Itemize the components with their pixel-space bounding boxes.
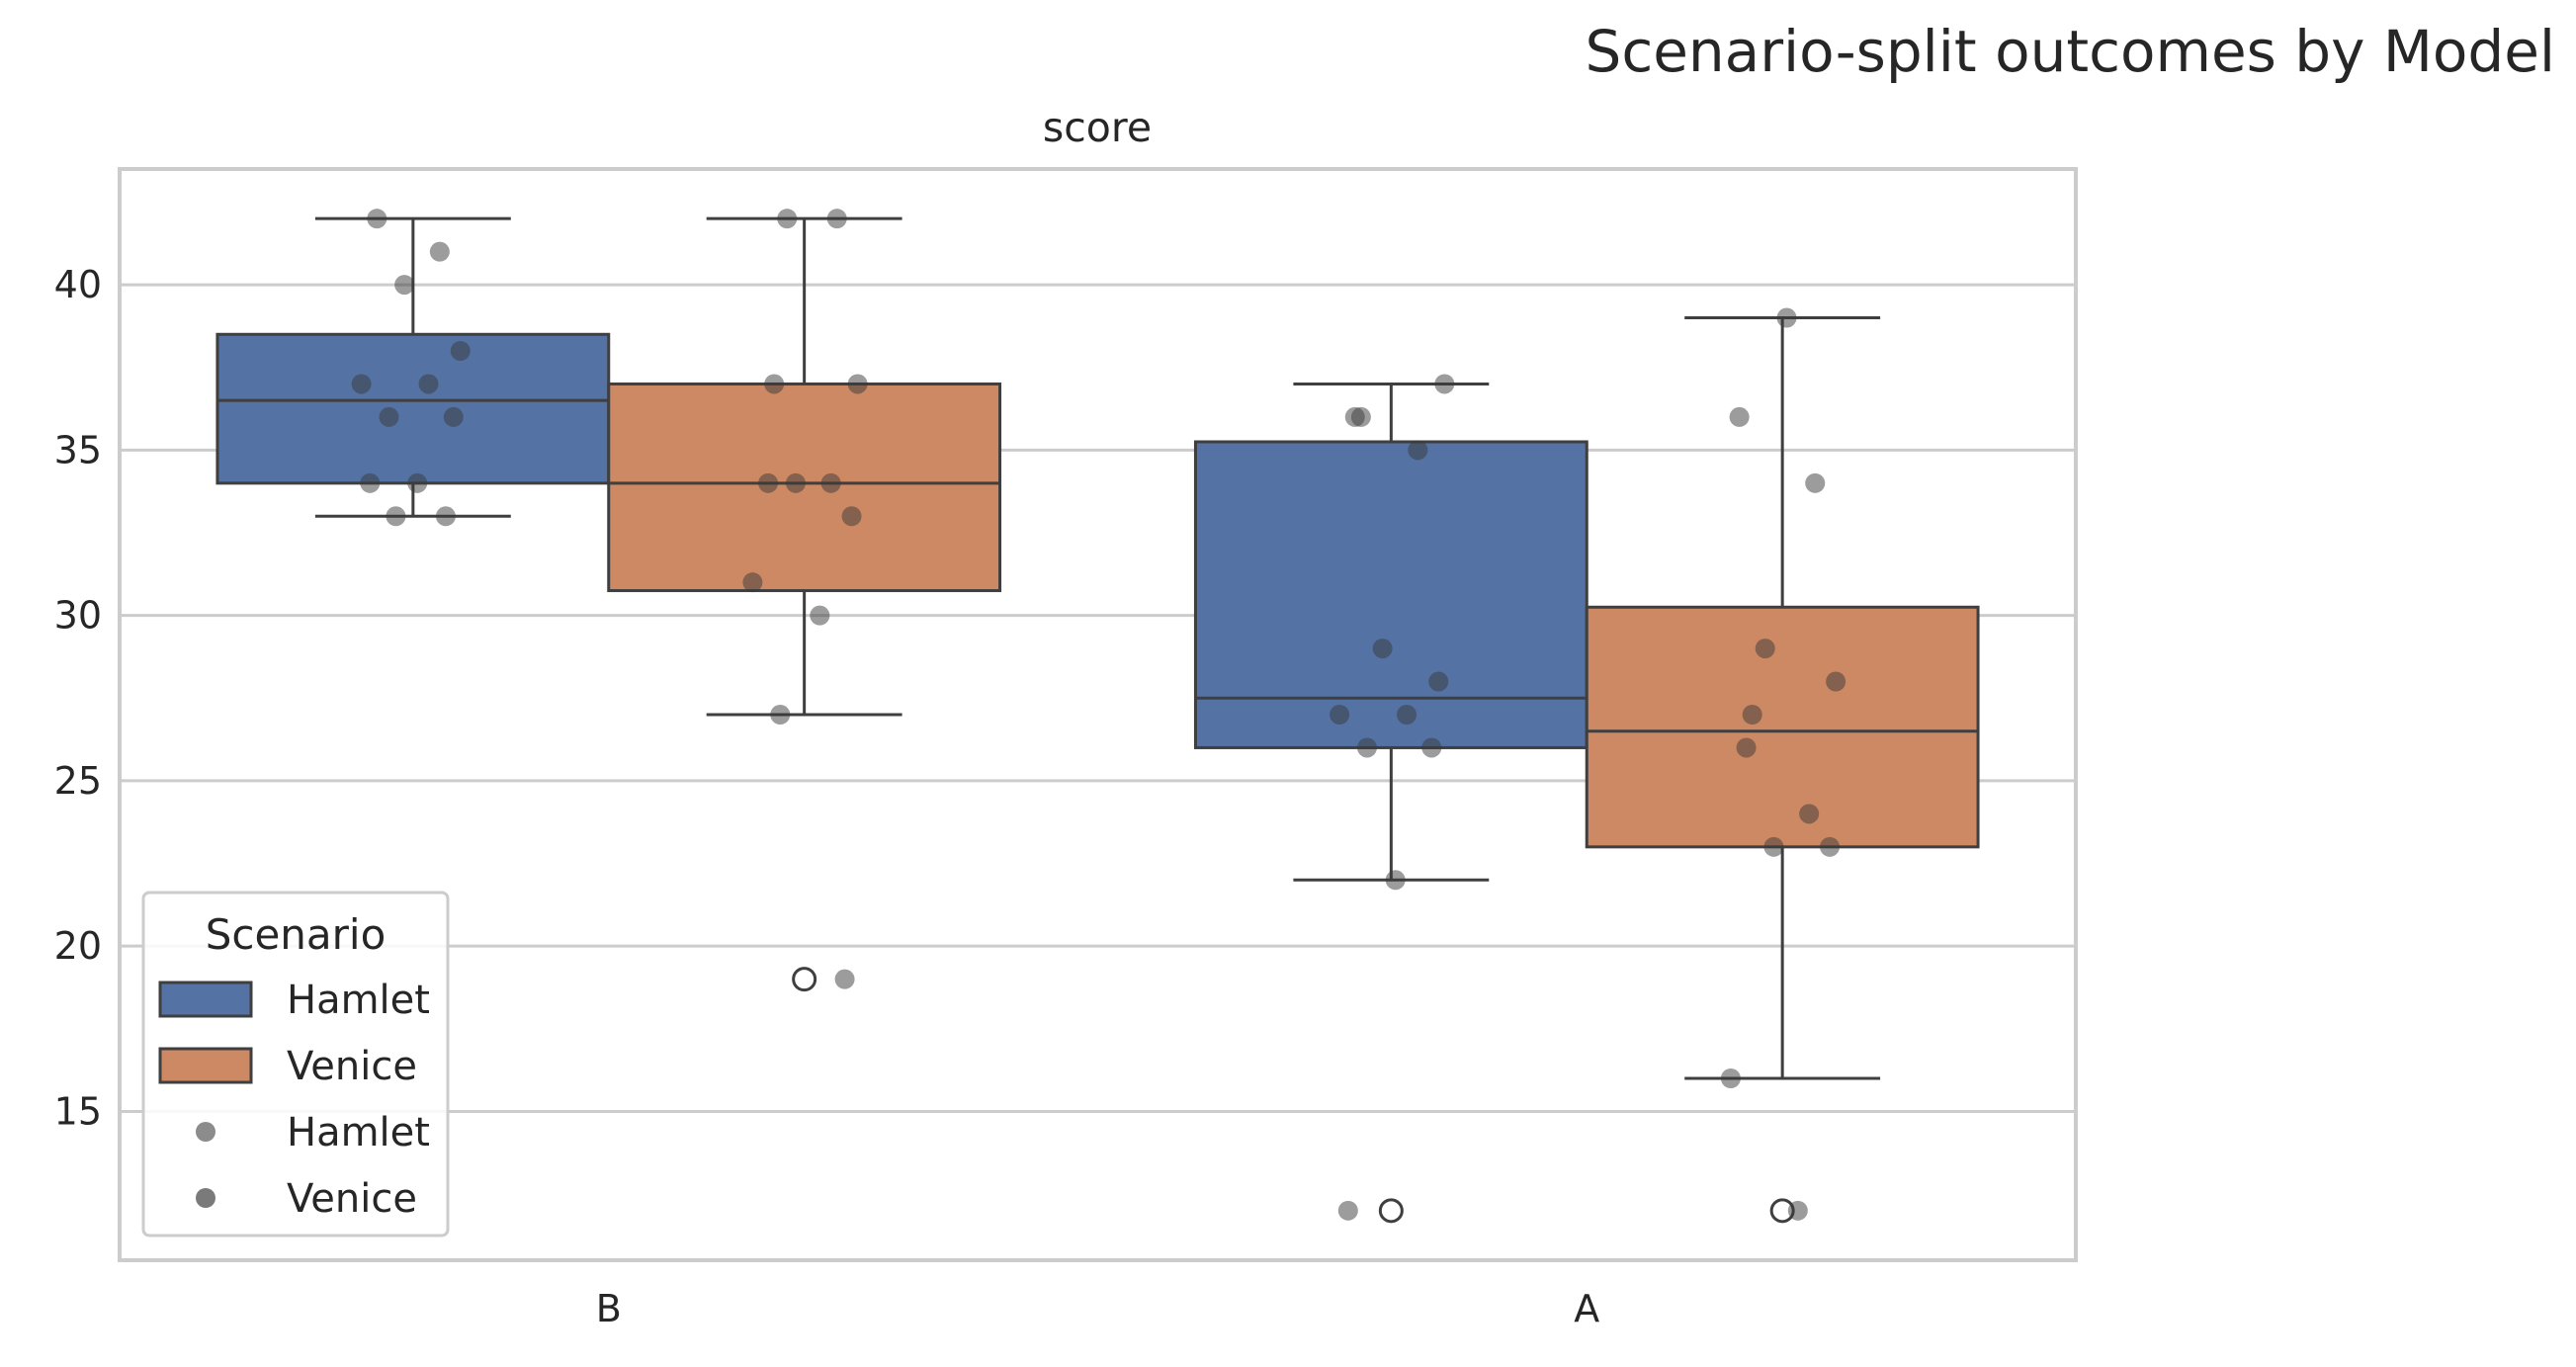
strip-point: [758, 472, 779, 493]
strip-point: [1330, 705, 1350, 725]
strip-point: [826, 209, 847, 229]
y-axis-ticks: 15 20 25 30 35 40: [54, 263, 102, 1133]
strip-point: [1763, 836, 1784, 857]
strip-point: [360, 472, 381, 493]
flier-point: [792, 967, 817, 992]
strip-point: [1428, 671, 1449, 692]
strip-point: [1720, 1068, 1741, 1088]
legend-swatch-box: [158, 1047, 253, 1084]
strip-point: [1820, 836, 1841, 857]
strip-point: [1787, 1200, 1808, 1221]
strip-point: [450, 341, 471, 361]
legend-swatch-point: [196, 1122, 215, 1142]
strip-point: [394, 275, 415, 296]
strip-point: [351, 374, 372, 394]
strip-point: [1742, 705, 1762, 725]
strip-point: [834, 969, 855, 989]
strip-point: [1372, 639, 1393, 659]
strip-point: [1397, 705, 1417, 725]
y-tick-label: 35: [54, 428, 102, 471]
strip-point: [418, 374, 439, 394]
box-venice-b: [607, 216, 1002, 992]
box-body: [215, 332, 611, 485]
strip-point: [1356, 737, 1377, 758]
legend-entry: Hamlet: [158, 978, 430, 1023]
legend-frame: [141, 891, 450, 1238]
strip-point: [764, 374, 785, 394]
legend-entry: Venice: [196, 1176, 417, 1222]
y-tick-label: 25: [54, 759, 102, 803]
x-tick-label: A: [1574, 1287, 1599, 1330]
strip-point: [443, 406, 464, 427]
strip-points: [351, 209, 1846, 1221]
strip-point: [770, 705, 791, 725]
strip-point: [367, 209, 387, 229]
figure-suptitle: Scenario-split outcomes by Model: [1586, 18, 2556, 85]
legend-entry: Hamlet: [196, 1110, 430, 1155]
strip-point: [1755, 639, 1775, 659]
strip-point: [777, 209, 798, 229]
strip-point: [742, 572, 763, 593]
box-body: [1193, 440, 1589, 749]
box-venice-a: [1585, 316, 1980, 1224]
strip-point: [435, 506, 456, 527]
box-body: [1585, 605, 1980, 849]
y-tick-label: 15: [54, 1089, 102, 1133]
strip-point: [1337, 1200, 1358, 1221]
strip-point: [1736, 737, 1757, 758]
legend-label: Hamlet: [287, 978, 430, 1023]
strip-point: [810, 605, 830, 626]
strip-point: [1434, 374, 1455, 394]
strip-point: [847, 374, 868, 394]
strip-point: [1799, 804, 1820, 824]
strip-point: [1805, 472, 1826, 493]
legend-title: Scenario: [206, 910, 386, 959]
strip-point: [407, 472, 428, 493]
x-tick-label: B: [596, 1287, 622, 1330]
flier-point: [1378, 1198, 1404, 1224]
plot-area-frame: [118, 167, 2078, 1262]
strip-point: [1776, 307, 1797, 328]
y-tick-label: 20: [54, 924, 102, 968]
strip-point: [386, 506, 406, 527]
strip-point: [820, 472, 841, 493]
strip-point: [1826, 671, 1846, 692]
legend-swatch-box: [158, 981, 253, 1018]
box-hamlet-a: [1193, 382, 1589, 1224]
y-tick-label: 30: [54, 594, 102, 638]
strip-point: [785, 472, 806, 493]
strip-point: [1421, 737, 1442, 758]
legend: Scenario Hamlet Venice Hamlet Venice: [141, 891, 450, 1238]
y-tick-label: 40: [54, 263, 102, 306]
strip-point: [1408, 440, 1428, 461]
strip-point: [1729, 406, 1750, 427]
strip-point: [841, 506, 862, 527]
legend-label: Hamlet: [287, 1110, 430, 1155]
boxes: [215, 216, 1980, 1224]
strip-point: [1385, 870, 1406, 891]
legend-entry: Venice: [158, 1044, 417, 1089]
legend-label: Venice: [287, 1176, 417, 1222]
strip-point: [429, 241, 450, 262]
legend-label: Venice: [287, 1044, 417, 1089]
strip-point: [379, 406, 399, 427]
box-hamlet-b: [215, 216, 611, 518]
axes-title: score: [1043, 104, 1152, 151]
legend-swatch-point: [196, 1188, 215, 1208]
strip-point: [1344, 406, 1365, 427]
